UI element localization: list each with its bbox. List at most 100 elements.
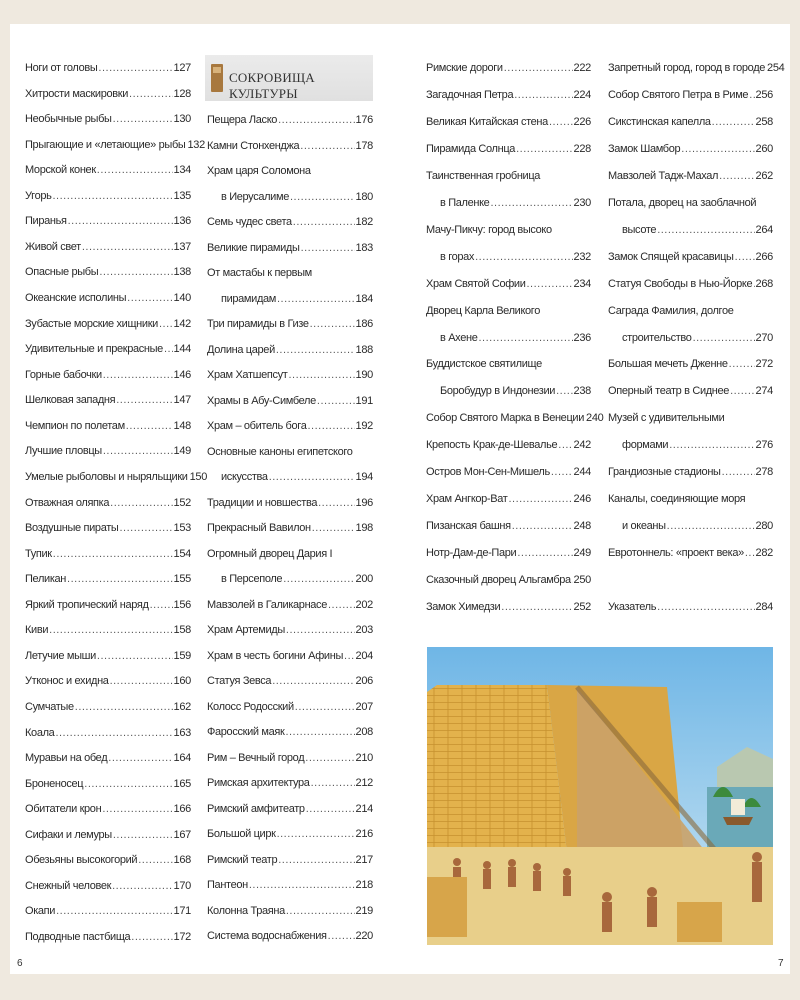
toc-entry-page: 236 (573, 331, 592, 344)
dot-leader (312, 522, 355, 534)
toc-entry: пирамидам 184 (207, 293, 373, 313)
dot-leader (103, 445, 173, 457)
toc-entry-title: Сикстинская капелла (608, 115, 711, 128)
toc-entry-page: 147 (173, 394, 192, 407)
dot-leader (318, 497, 354, 509)
toc-entry-title: Броненосец (25, 777, 84, 790)
toc-entry-page: 242 (573, 439, 592, 452)
toc-entry-title: и океаны (622, 520, 666, 533)
toc-entry: Великие пирамиды 183 (207, 242, 373, 262)
dot-leader (657, 224, 754, 236)
toc-entry-page: 183 (355, 241, 374, 254)
toc-entry-title: высоте (622, 223, 657, 236)
toc-entry: Горные бабочки 146 (25, 369, 191, 389)
toc-entry-title: Буддистское святилище (426, 358, 542, 371)
toc-entry-title: Храм Ангкор-Ват (426, 493, 508, 506)
toc-entry-page: 155 (173, 573, 192, 586)
toc-entry: Храм – обитель бога 192 (207, 420, 373, 440)
toc-entry: Огромный дворец Дария I (207, 548, 373, 568)
dot-leader (127, 292, 172, 304)
dot-leader (310, 318, 355, 330)
toc-entry: Саграда Фамилия, долгое (608, 305, 773, 325)
column-icon (211, 64, 223, 92)
dot-leader (278, 114, 354, 126)
dot-leader (745, 547, 755, 559)
toc-entry: Потала, дворец на заоблачной (608, 197, 773, 217)
toc-entry: Подводные пастбища 172 (25, 931, 191, 951)
dot-leader (269, 471, 355, 483)
toc-entry: Удивительные и прекрасные 144 (25, 343, 191, 363)
toc-entry-page: 260 (755, 142, 774, 155)
toc-entry: Мачу-Пикчу: город высоко (426, 224, 591, 244)
dot-leader (286, 905, 355, 917)
toc-entry-page: 162 (173, 701, 192, 713)
toc-entry: Колосс Родосский 207 (207, 701, 373, 721)
toc-entry-title: Загадочная Петра (426, 88, 514, 101)
dot-leader (82, 241, 173, 253)
toc-entry-title: Опасные рыбы (25, 266, 99, 279)
toc-entry-page: 284 (755, 601, 774, 613)
toc-entry-page: 208 (355, 726, 374, 738)
toc-entry-page: 216 (355, 828, 374, 840)
dot-leader (290, 191, 355, 203)
dot-leader (306, 803, 355, 815)
toc-entry-page: 230 (573, 196, 592, 209)
toc-entry-page: 159 (173, 649, 192, 662)
toc-entry-title: Остров Мон-Сен-Мишель (426, 466, 550, 479)
toc-entry-title: Необычные рыбы (25, 113, 112, 126)
toc-entry: Оперный театр в Сиднее 274 (608, 385, 773, 405)
dot-leader (693, 332, 755, 344)
toc-entry: Большая мечеть Дженне 272 (608, 358, 773, 378)
toc-entry: Евротоннель: «проект века» 282 (608, 547, 773, 567)
toc-entry-title: Пеликан (25, 573, 67, 586)
toc-entry-page: 214 (355, 802, 374, 815)
dot-leader (110, 675, 173, 687)
toc-entry: Запретный город, город в городе 254 (608, 62, 785, 82)
dot-leader (150, 599, 173, 611)
toc-entry: Основные каноны египетского (207, 446, 373, 466)
toc-entry-title: Великие пирамиды (207, 241, 300, 254)
toc-entry: Большой цирк 216 (207, 828, 373, 848)
dot-leader (278, 854, 354, 866)
dot-leader (110, 497, 172, 509)
toc-entry-page: 254 (767, 62, 785, 74)
toc-entry: Традиции и новшества 196 (207, 497, 373, 517)
toc-entry-title: Обитатели крон (25, 803, 102, 816)
dot-leader (112, 880, 172, 892)
toc-entry: Коала 163 (25, 727, 191, 747)
dot-leader (712, 116, 755, 128)
toc-entry-page: 226 (573, 115, 592, 128)
toc-entry-page: 138 (173, 266, 192, 279)
toc-entry-page: 150 (189, 470, 208, 483)
toc-entry-page: 152 (173, 496, 192, 509)
dot-leader (113, 113, 173, 125)
toc-entry-page: 256 (755, 88, 774, 101)
toc-entry: высоте 264 (608, 224, 773, 244)
toc-entry-title: Угорь (25, 189, 52, 202)
toc-entry: Хитрости маскировки 128 (25, 88, 191, 108)
toc-entry-page: 258 (755, 115, 774, 128)
toc-entry: в Паленке 230 (426, 197, 591, 217)
toc-entry: Яркий тропический наряд 156 (25, 599, 191, 619)
toc-entry-title: От мастабы к первым (207, 267, 312, 279)
toc-entry-title: Окапи (25, 905, 56, 918)
dot-leader (103, 369, 173, 381)
toc-entry-page: 158 (173, 624, 192, 637)
toc-entry-title: Коала (25, 726, 55, 739)
dot-leader (52, 190, 172, 202)
toc-entry-title: Оперный театр в Сиднее (608, 385, 730, 398)
toc-entry-page: 252 (573, 601, 592, 613)
toc-entry: Шелковая западня 147 (25, 394, 191, 414)
toc-entry-page: 176 (355, 114, 374, 126)
toc-entry-page: 232 (573, 250, 592, 263)
toc-entry-page: 206 (355, 675, 374, 687)
toc-entry: Пиранья 136 (25, 215, 191, 235)
toc-entry-title: Пантеон (207, 879, 248, 891)
dot-leader (99, 266, 172, 278)
toc-entry: Окапи 171 (25, 905, 191, 925)
toc-entry: Умелые рыболовы и ныряльщики 150 (25, 471, 207, 491)
toc-entry-page: 128 (173, 87, 192, 100)
toc-entry: Таинственная гробница (426, 170, 591, 190)
toc-entry: Загадочная Петра 224 (426, 89, 591, 109)
toc-entry-title: Шелковая западня (25, 394, 116, 407)
